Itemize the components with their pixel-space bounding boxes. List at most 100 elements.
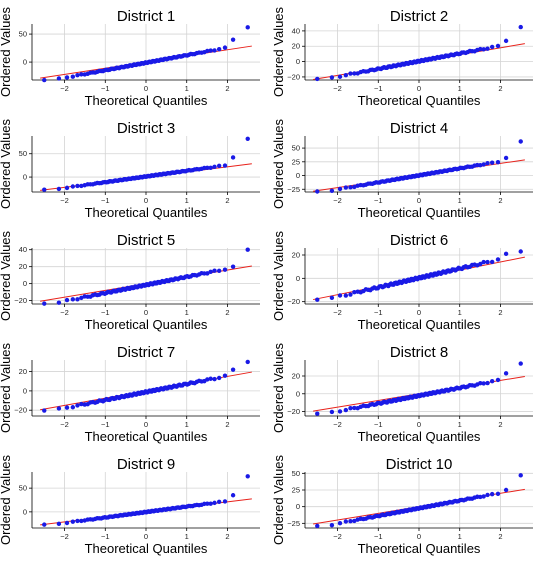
data-point: [222, 163, 228, 168]
data-point: [208, 501, 213, 506]
y-axis-label: Ordered Values: [0, 6, 13, 97]
data-point: [205, 165, 210, 171]
x-tick-label: −1: [374, 308, 383, 317]
x-axis-label: Theoretical Quantiles: [85, 93, 208, 108]
y-tick-label: 0: [23, 507, 27, 516]
x-tick-label: −1: [101, 532, 110, 541]
data-point: [315, 189, 320, 194]
x-tick-label: −2: [60, 196, 69, 205]
x-axis-label: Theoretical Quantiles: [85, 317, 208, 332]
data-point: [518, 473, 523, 478]
data-point: [70, 519, 76, 524]
data-point: [485, 492, 490, 498]
qq-panel-5: District 5 −2 −1 0 1 2 −20 0 20 40 Theoretical Qua…: [0, 230, 260, 332]
data-point: [212, 376, 217, 382]
y-tick-label: 0: [296, 389, 300, 398]
panel-title: District 9: [117, 456, 175, 473]
y-tick-label: 0: [296, 502, 300, 511]
x-tick-label: 2: [498, 420, 502, 429]
data-point: [343, 293, 349, 298]
panel-title: District 8: [390, 344, 448, 361]
panel-title: District 3: [117, 120, 175, 137]
x-tick-label: −2: [333, 532, 342, 541]
x-tick-label: −1: [101, 308, 110, 317]
x-tick-label: −2: [333, 420, 342, 429]
data-point: [56, 300, 62, 305]
data-point: [222, 267, 228, 272]
data-point: [230, 155, 236, 160]
data-point: [205, 377, 210, 382]
x-tick-label: 2: [498, 532, 502, 541]
x-tick-label: −2: [60, 532, 69, 541]
y-axis-label: Ordered Values: [0, 118, 13, 209]
qq-panel-4: District 4 −2 −1 0 1 2 −25 0 25 50 Theoretical Qua…: [271, 118, 533, 220]
x-tick-label: 1: [458, 308, 462, 317]
data-point: [348, 292, 353, 297]
y-tick-label: 50: [19, 484, 27, 493]
y-tick-label: 0: [296, 274, 300, 283]
x-tick-label: −2: [60, 308, 69, 317]
x-tick-label: 1: [185, 420, 189, 429]
x-axis-label: Theoretical Quantiles: [358, 93, 481, 108]
x-tick-label: 1: [458, 420, 462, 429]
y-tick-label: 0: [23, 279, 27, 288]
panel-title: District 5: [117, 232, 175, 249]
data-point: [352, 290, 357, 295]
data-point: [337, 521, 343, 526]
x-tick-label: 1: [458, 196, 462, 205]
x-tick-label: −1: [374, 84, 383, 93]
panel-title: District 7: [117, 344, 175, 361]
x-tick-label: −1: [101, 420, 110, 429]
data-point: [348, 185, 353, 190]
data-point: [212, 268, 217, 273]
data-point: [75, 403, 80, 408]
y-tick-label: −20: [287, 72, 300, 81]
x-tick-label: 0: [417, 532, 421, 541]
data-point: [495, 377, 501, 383]
data-point: [348, 405, 353, 411]
data-point: [212, 48, 217, 53]
y-tick-label: 25: [292, 486, 300, 495]
y-axis-label: Ordered Values: [271, 454, 286, 545]
data-point: [245, 136, 250, 141]
data-point: [205, 48, 210, 54]
data-point: [56, 406, 62, 411]
x-tick-label: 0: [144, 84, 148, 93]
x-tick-label: −1: [101, 84, 110, 93]
data-point: [64, 297, 70, 303]
y-tick-label: 50: [19, 30, 27, 39]
x-tick-label: −1: [374, 196, 383, 205]
y-axis-label: Ordered Values: [0, 230, 13, 321]
y-tick-label: 40: [19, 245, 27, 254]
data-point: [485, 259, 490, 265]
x-tick-label: −2: [333, 84, 342, 93]
qq-panel-3: District 3 −2 −1 0 1 2 0 50 Theoretical Quantile…: [0, 118, 260, 220]
data-point: [489, 259, 495, 265]
x-tick-label: 1: [458, 532, 462, 541]
data-point: [352, 184, 357, 190]
data-point: [343, 185, 349, 190]
x-tick-label: −1: [374, 532, 383, 541]
x-tick-label: 0: [417, 196, 421, 205]
data-point: [79, 401, 84, 407]
data-point: [208, 269, 213, 274]
data-point: [56, 76, 62, 81]
data-point: [352, 518, 357, 524]
y-tick-label: 50: [19, 149, 27, 158]
x-tick-label: 2: [225, 196, 229, 205]
data-point: [64, 75, 70, 80]
data-point: [222, 499, 228, 504]
data-point: [337, 186, 343, 192]
data-point: [245, 474, 250, 479]
y-tick-label: 0: [23, 58, 27, 67]
x-axis-label: Theoretical Quantiles: [358, 541, 481, 556]
x-tick-label: 2: [498, 84, 502, 93]
y-tick-label: −25: [287, 519, 300, 528]
data-point: [42, 301, 47, 306]
qq-panel-10: District 10 −2 −1 0 1 2 −25 0 25 50 Theoretical Qu…: [271, 454, 533, 556]
y-axis-label: Ordered Values: [271, 342, 286, 433]
y-tick-label: −25: [287, 185, 300, 194]
x-axis-label: Theoretical Quantiles: [85, 541, 208, 556]
data-point: [216, 499, 222, 505]
data-point: [478, 162, 483, 168]
